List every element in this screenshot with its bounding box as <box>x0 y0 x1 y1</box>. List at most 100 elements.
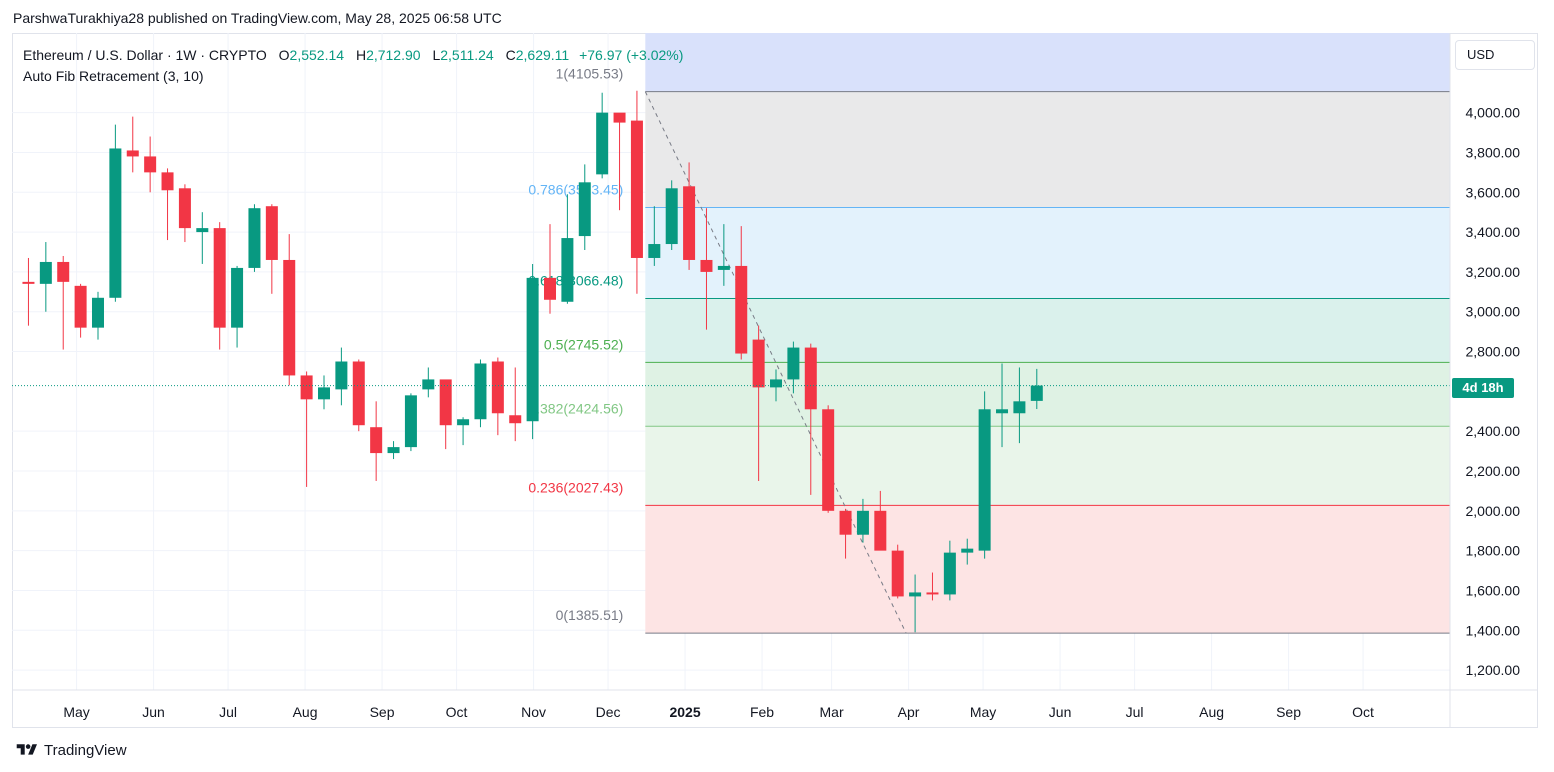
chart-legend: Ethereum / U.S. Dollar · 1W · CRYPTO O2,… <box>23 45 683 87</box>
candle-body <box>196 228 209 233</box>
open-value: 2,552.14 <box>289 47 345 63</box>
candle-body <box>474 363 487 420</box>
candle-body <box>509 415 522 424</box>
candle-body <box>683 186 696 260</box>
candle-body <box>1013 401 1026 414</box>
high-value: 2,712.90 <box>366 47 421 63</box>
price-tick-label: 1,400.00 <box>1466 622 1521 638</box>
time-tick-label: Dec <box>596 704 621 720</box>
candle-body <box>283 259 296 376</box>
time-tick-label: May <box>63 704 89 720</box>
candle-body <box>1030 385 1043 401</box>
legend-ohlc-row: Ethereum / U.S. Dollar · 1W · CRYPTO O2,… <box>23 45 683 66</box>
candle-body <box>22 281 35 284</box>
candle-body <box>978 409 991 551</box>
candle-body <box>387 447 400 454</box>
candle-body <box>231 267 244 328</box>
time-tick-label: Aug <box>1199 704 1224 720</box>
fib-zone <box>645 505 1450 634</box>
fib-level-label: 0.382(2424.56) <box>528 400 623 416</box>
time-tick-label: May <box>970 704 996 720</box>
candle-body <box>39 261 52 284</box>
high-key: H <box>355 47 367 63</box>
time-tick-label: Sep <box>1276 704 1301 720</box>
candle-body <box>943 552 956 595</box>
fib-zone <box>645 362 1450 427</box>
candle-body <box>596 112 609 175</box>
candle-body <box>370 427 383 454</box>
price-tick-label: 2,000.00 <box>1466 503 1521 519</box>
candle-body <box>300 375 313 400</box>
candle-body <box>909 592 922 597</box>
price-tick-label: 4,000.00 <box>1466 105 1521 121</box>
candle-body <box>404 395 417 448</box>
fib-zone-above-1 <box>645 33 1450 92</box>
bar-countdown-badge: 4d 18h <box>1452 378 1514 398</box>
fib-zone <box>645 426 1450 506</box>
candle-body <box>439 379 452 426</box>
candle-body <box>265 206 278 260</box>
candle-body <box>457 419 470 426</box>
candle-body <box>752 339 765 388</box>
price-tick-label: 3,800.00 <box>1466 144 1521 160</box>
candle-body <box>665 188 678 245</box>
candle-body <box>839 510 852 535</box>
candle-body <box>874 510 887 551</box>
candle-body <box>109 148 122 298</box>
time-tick-label: Jun <box>1049 704 1072 720</box>
time-tick-label: Oct <box>446 704 468 720</box>
candle-body <box>613 112 626 123</box>
time-tick-label: Jul <box>219 704 237 720</box>
symbol-title[interactable]: Ethereum / U.S. Dollar · 1W · CRYPTO <box>23 47 267 63</box>
candle-body <box>248 208 261 268</box>
fib-level-label: 0.618(3066.48) <box>528 272 623 288</box>
price-tick-label: 3,600.00 <box>1466 184 1521 200</box>
candle-body <box>735 265 748 354</box>
fib-level-label: 0.786(3523.45) <box>528 182 623 198</box>
candle-body <box>717 265 730 270</box>
price-tick-label: 1,800.00 <box>1466 543 1521 559</box>
price-tick-label: 2,400.00 <box>1466 423 1521 439</box>
candle-body <box>74 285 87 328</box>
price-tick-label: 3,200.00 <box>1466 264 1521 280</box>
fib-zone <box>645 298 1450 363</box>
candle-body <box>57 261 70 282</box>
time-tick-label: Jul <box>1126 704 1144 720</box>
candle-body <box>996 409 1009 414</box>
candle-body <box>491 361 504 414</box>
time-tick-label: Jun <box>142 704 165 720</box>
price-tick-label: 1,600.00 <box>1466 582 1521 598</box>
time-tick-label: Aug <box>293 704 318 720</box>
candle-body <box>352 361 365 426</box>
time-tick-label: Sep <box>370 704 395 720</box>
fib-zone <box>645 91 1450 208</box>
fib-level-label: 1(4105.53) <box>556 66 624 82</box>
tradingview-footer[interactable]: TradingView <box>13 740 127 760</box>
time-tick-label: Feb <box>750 704 774 720</box>
candle-body <box>422 379 435 390</box>
candle-body <box>891 550 904 597</box>
price-tick-label: 3,000.00 <box>1466 304 1521 320</box>
candle-body <box>648 244 661 258</box>
price-tick-label: 3,400.00 <box>1466 224 1521 240</box>
fib-level-label: 0.236(2027.43) <box>528 479 623 495</box>
candle-body <box>926 592 939 595</box>
time-tick-label: Oct <box>1352 704 1374 720</box>
candle-body <box>335 361 348 390</box>
tradingview-brand: TradingView <box>44 741 127 759</box>
candle-body <box>91 297 104 328</box>
candle-body <box>961 548 974 553</box>
published-by-line: ParshwaTurakhiya28 published on TradingV… <box>13 10 502 26</box>
candle-body <box>770 379 783 388</box>
indicator-title[interactable]: Auto Fib Retracement (3, 10) <box>23 68 204 84</box>
currency-button[interactable]: USD <box>1455 40 1535 70</box>
candle-body <box>787 347 800 380</box>
open-key: O <box>278 47 290 63</box>
change-value: +76.97 (+3.02%) <box>579 47 684 63</box>
time-tick-label: Mar <box>820 704 844 720</box>
price-chart[interactable]: 1(4105.53) 0.786(3523.45) 0.618(3066.48) 0.… <box>12 33 1538 728</box>
candle-body <box>561 238 574 302</box>
candle-body <box>317 387 330 400</box>
close-value: 2,629.11 <box>515 47 570 63</box>
candle-body <box>856 510 869 535</box>
